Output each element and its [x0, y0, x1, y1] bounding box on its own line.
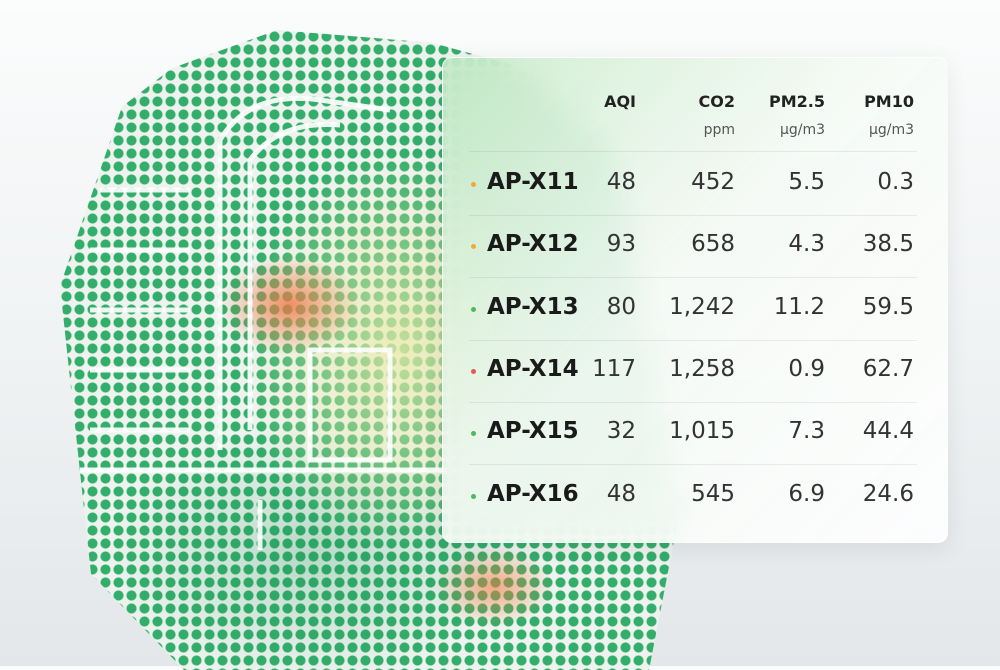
aqi-value: 93	[606, 231, 636, 258]
pm25-value: 6.9	[788, 480, 825, 507]
device-name: AP-X11	[487, 169, 579, 195]
air-quality-table-panel: AQI CO2 PM2.5 PM10 ppm µg/m3 µg/m3 AP-X1…	[442, 57, 948, 543]
table-row[interactable]: AP-X13 80 1,242 11.2 59.5	[443, 278, 947, 340]
table-row[interactable]: AP-X16 48 545 6.9 24.6	[443, 465, 947, 527]
status-dot-icon	[471, 244, 476, 250]
device-name: AP-X13	[487, 293, 579, 320]
co2-value: 658	[691, 231, 735, 258]
pm25-value: 11.2	[773, 293, 825, 320]
pm10-value: 59.5	[862, 293, 914, 320]
divider	[469, 464, 917, 466]
co2-value: 452	[691, 169, 735, 195]
device-name: AP-X15	[487, 418, 579, 445]
pm10-value: 24.6	[862, 480, 914, 507]
status-dot-icon	[471, 431, 476, 437]
pm25-value: 0.9	[788, 355, 825, 382]
co2-value: 1,242	[669, 293, 735, 320]
pm25-value: 4.3	[788, 231, 825, 258]
floor-plan-walls	[80, 95, 460, 550]
divider	[469, 339, 917, 341]
pm10-value: 44.4	[862, 418, 914, 445]
header-pm10: PM10	[864, 92, 914, 111]
table-row[interactable]: AP-X11 48 452 5.5 0.3	[443, 153, 947, 215]
pm10-value: 38.5	[862, 231, 914, 258]
co2-value: 1,015	[669, 418, 735, 445]
table-row[interactable]: AP-X14 117 1,258 0.9 62.7	[443, 340, 947, 402]
pm25-value: 5.5	[788, 169, 825, 195]
header-aqi: AQI	[604, 92, 636, 111]
divider	[469, 277, 917, 279]
pm25-value: 7.3	[788, 418, 825, 445]
divider	[469, 215, 917, 216]
device-name: AP-X14	[487, 355, 579, 382]
unit-pm25: µg/m3	[779, 122, 825, 138]
aqi-value: 48	[606, 480, 636, 507]
aqi-value: 117	[592, 355, 636, 382]
co2-value: 1,258	[669, 355, 735, 382]
table-row[interactable]: AP-X12 93 658 4.3 38.5	[443, 215, 947, 277]
unit-pm10: µg/m3	[868, 122, 914, 138]
status-dot-icon	[471, 368, 476, 374]
divider	[469, 401, 917, 403]
unit-co2: ppm	[703, 122, 735, 138]
header-pm25: PM2.5	[769, 92, 825, 111]
divider	[469, 151, 917, 152]
pm10-value: 62.7	[862, 355, 914, 382]
table-row[interactable]: AP-X15 32 1,015 7.3 44.4	[443, 402, 947, 464]
aqi-value: 48	[606, 169, 636, 195]
header-co2: CO2	[698, 92, 735, 111]
status-dot-icon	[471, 182, 476, 187]
pm10-value: 0.3	[877, 169, 914, 195]
aqi-value: 32	[606, 418, 636, 445]
aqi-value: 80	[606, 293, 636, 320]
co2-value: 545	[691, 480, 735, 507]
status-dot-icon	[471, 306, 476, 312]
device-name: AP-X16	[487, 480, 579, 507]
status-dot-icon	[471, 493, 476, 499]
device-name: AP-X12	[487, 231, 579, 258]
